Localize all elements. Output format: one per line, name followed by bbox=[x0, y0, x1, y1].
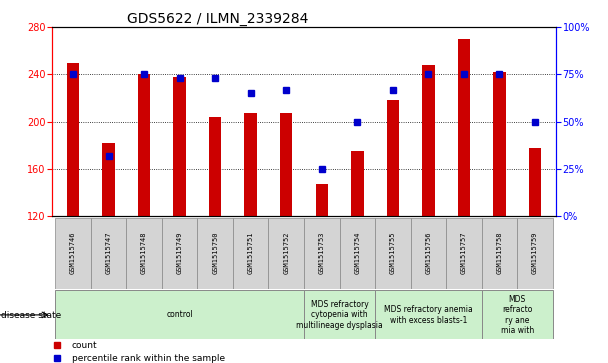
Bar bbox=[67, 62, 79, 216]
Bar bbox=[138, 74, 150, 216]
Bar bbox=[304, 218, 339, 289]
Text: GSM1515753: GSM1515753 bbox=[319, 232, 325, 274]
Bar bbox=[233, 218, 269, 289]
Bar bbox=[244, 113, 257, 216]
Bar bbox=[91, 218, 126, 289]
Bar bbox=[446, 218, 482, 289]
Bar bbox=[375, 290, 482, 339]
Text: MDS refractory
cytopenia with
multilineage dysplasia: MDS refractory cytopenia with multilinea… bbox=[296, 300, 383, 330]
Text: count: count bbox=[72, 341, 97, 350]
Text: GSM1515757: GSM1515757 bbox=[461, 232, 467, 274]
Text: GSM1515752: GSM1515752 bbox=[283, 232, 289, 274]
Text: GSM1515756: GSM1515756 bbox=[426, 232, 432, 274]
Bar bbox=[269, 218, 304, 289]
Text: GSM1515748: GSM1515748 bbox=[141, 232, 147, 274]
Text: MDS refractory anemia
with excess blasts-1: MDS refractory anemia with excess blasts… bbox=[384, 305, 473, 325]
Bar bbox=[422, 65, 435, 216]
Bar bbox=[410, 218, 446, 289]
Text: control: control bbox=[166, 310, 193, 319]
Text: disease state: disease state bbox=[1, 311, 61, 320]
Bar bbox=[55, 290, 304, 339]
Bar bbox=[387, 100, 399, 216]
Bar bbox=[529, 147, 541, 216]
Bar bbox=[339, 218, 375, 289]
Text: GSM1515754: GSM1515754 bbox=[354, 232, 361, 274]
Bar bbox=[280, 113, 292, 216]
Bar bbox=[209, 117, 221, 216]
Text: GDS5622 / ILMN_2339284: GDS5622 / ILMN_2339284 bbox=[128, 12, 309, 26]
Text: GSM1515758: GSM1515758 bbox=[497, 232, 502, 274]
Text: GSM1515747: GSM1515747 bbox=[106, 232, 111, 274]
Bar bbox=[517, 218, 553, 289]
Bar bbox=[126, 218, 162, 289]
Bar bbox=[375, 218, 410, 289]
Text: percentile rank within the sample: percentile rank within the sample bbox=[72, 354, 225, 363]
Bar bbox=[55, 218, 91, 289]
Text: GSM1515746: GSM1515746 bbox=[70, 232, 76, 274]
Text: GSM1515750: GSM1515750 bbox=[212, 232, 218, 274]
Bar bbox=[304, 290, 375, 339]
Bar bbox=[458, 39, 470, 216]
Bar bbox=[482, 290, 553, 339]
Bar bbox=[173, 77, 186, 216]
Text: GSM1515759: GSM1515759 bbox=[532, 232, 538, 274]
Bar bbox=[493, 72, 506, 216]
Bar bbox=[162, 218, 198, 289]
Bar bbox=[102, 143, 115, 216]
Bar bbox=[198, 218, 233, 289]
Text: GSM1515755: GSM1515755 bbox=[390, 232, 396, 274]
Bar bbox=[351, 151, 364, 216]
Bar bbox=[482, 218, 517, 289]
Text: GSM1515749: GSM1515749 bbox=[176, 232, 182, 274]
Text: MDS
refracto
ry ane
mia with: MDS refracto ry ane mia with bbox=[500, 295, 534, 335]
Text: GSM1515751: GSM1515751 bbox=[247, 232, 254, 274]
Bar bbox=[316, 184, 328, 216]
